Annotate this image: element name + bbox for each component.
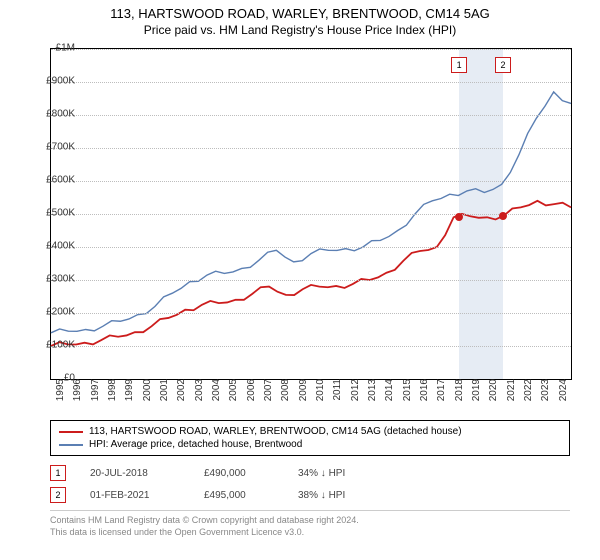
y-tick-label: £1M: [56, 43, 75, 54]
x-tick-label: 2005: [224, 379, 239, 401]
x-tick-label: 2006: [242, 379, 257, 401]
gridline-h: [51, 82, 571, 83]
chart-container: 113, HARTSWOOD ROAD, WARLEY, BRENTWOOD, …: [0, 0, 600, 560]
legend-label: 113, HARTSWOOD ROAD, WARLEY, BRENTWOOD, …: [89, 426, 462, 437]
gridline-h: [51, 181, 571, 182]
transaction-marker: 2: [495, 57, 511, 73]
gridline-h: [51, 214, 571, 215]
y-tick-label: £100K: [46, 340, 75, 351]
transaction-row-marker: 2: [50, 487, 66, 503]
x-tick-label: 2018: [450, 379, 465, 401]
x-tick-label: 2023: [536, 379, 551, 401]
x-tick-label: 2020: [484, 379, 499, 401]
chart-title-address: 113, HARTSWOOD ROAD, WARLEY, BRENTWOOD, …: [0, 6, 600, 21]
x-tick-label: 2021: [502, 379, 517, 401]
x-tick-label: 2012: [346, 379, 361, 401]
x-tick-label: 2010: [311, 379, 326, 401]
transaction-table: 1 20-JUL-2018 £490,000 34% ↓ HPI 2 01-FEB-202…: [50, 462, 570, 506]
gridline-h: [51, 49, 571, 50]
y-tick-label: £700K: [46, 142, 75, 153]
transaction-price: £490,000: [204, 468, 274, 479]
series-line: [51, 92, 571, 333]
x-tick-label: 2017: [432, 379, 447, 401]
legend-swatch: [59, 444, 83, 446]
series-line: [51, 201, 571, 346]
y-tick-label: £900K: [46, 76, 75, 87]
legend-row: 113, HARTSWOOD ROAD, WARLEY, BRENTWOOD, …: [59, 425, 561, 438]
y-tick-label: £500K: [46, 208, 75, 219]
y-tick-label: £0: [64, 373, 75, 384]
x-tick-label: 2019: [467, 379, 482, 401]
x-tick-label: 2016: [415, 379, 430, 401]
x-tick-label: 1999: [120, 379, 135, 401]
x-tick-label: 2004: [207, 379, 222, 401]
transaction-dot: [499, 212, 507, 220]
gridline-h: [51, 148, 571, 149]
x-tick-label: 1997: [86, 379, 101, 401]
transaction-row-marker: 1: [50, 465, 66, 481]
footer-attribution: Contains HM Land Registry data © Crown c…: [50, 510, 570, 538]
x-tick-label: 1998: [103, 379, 118, 401]
plot-area: 1995199619971998199920002001200220032004…: [50, 48, 572, 380]
x-tick-label: 2014: [380, 379, 395, 401]
legend-row: HPI: Average price, detached house, Bren…: [59, 438, 561, 451]
gridline-h: [51, 346, 571, 347]
transaction-dot: [455, 213, 463, 221]
x-tick-label: 2007: [259, 379, 274, 401]
transaction-hpi: 34% ↓ HPI: [298, 468, 388, 479]
transaction-hpi: 38% ↓ HPI: [298, 490, 388, 501]
y-tick-label: £600K: [46, 175, 75, 186]
footer-line1: Contains HM Land Registry data © Crown c…: [50, 515, 570, 527]
x-tick-label: 2000: [138, 379, 153, 401]
x-tick-label: 2024: [554, 379, 569, 401]
legend-label: HPI: Average price, detached house, Bren…: [89, 439, 302, 450]
legend-swatch: [59, 431, 83, 433]
transaction-date: 01-FEB-2021: [90, 490, 180, 501]
x-tick-label: 2015: [398, 379, 413, 401]
gridline-h: [51, 247, 571, 248]
x-tick-label: 2009: [294, 379, 309, 401]
transaction-marker: 1: [451, 57, 467, 73]
gridline-h: [51, 313, 571, 314]
y-tick-label: £300K: [46, 274, 75, 285]
chart-title-sub: Price paid vs. HM Land Registry's House …: [0, 23, 600, 37]
x-tick-label: 2013: [363, 379, 378, 401]
footer-line2: This data is licensed under the Open Gov…: [50, 527, 570, 539]
x-tick-label: 2008: [276, 379, 291, 401]
y-tick-label: £400K: [46, 241, 75, 252]
gridline-h: [51, 280, 571, 281]
transaction-row: 1 20-JUL-2018 £490,000 34% ↓ HPI: [50, 462, 570, 484]
x-tick-label: 2001: [155, 379, 170, 401]
gridline-h: [51, 115, 571, 116]
transaction-price: £495,000: [204, 490, 274, 501]
x-tick-label: 2022: [519, 379, 534, 401]
transaction-row: 2 01-FEB-2021 £495,000 38% ↓ HPI: [50, 484, 570, 506]
title-block: 113, HARTSWOOD ROAD, WARLEY, BRENTWOOD, …: [0, 0, 600, 37]
y-tick-label: £200K: [46, 307, 75, 318]
x-tick-label: 2003: [190, 379, 205, 401]
x-tick-label: 2002: [172, 379, 187, 401]
y-tick-label: £800K: [46, 109, 75, 120]
x-tick-label: 2011: [328, 379, 343, 401]
legend-box: 113, HARTSWOOD ROAD, WARLEY, BRENTWOOD, …: [50, 420, 570, 456]
transaction-date: 20-JUL-2018: [90, 468, 180, 479]
